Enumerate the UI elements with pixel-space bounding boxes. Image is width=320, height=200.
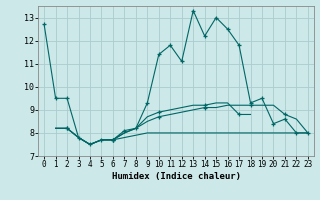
X-axis label: Humidex (Indice chaleur): Humidex (Indice chaleur) — [111, 172, 241, 181]
